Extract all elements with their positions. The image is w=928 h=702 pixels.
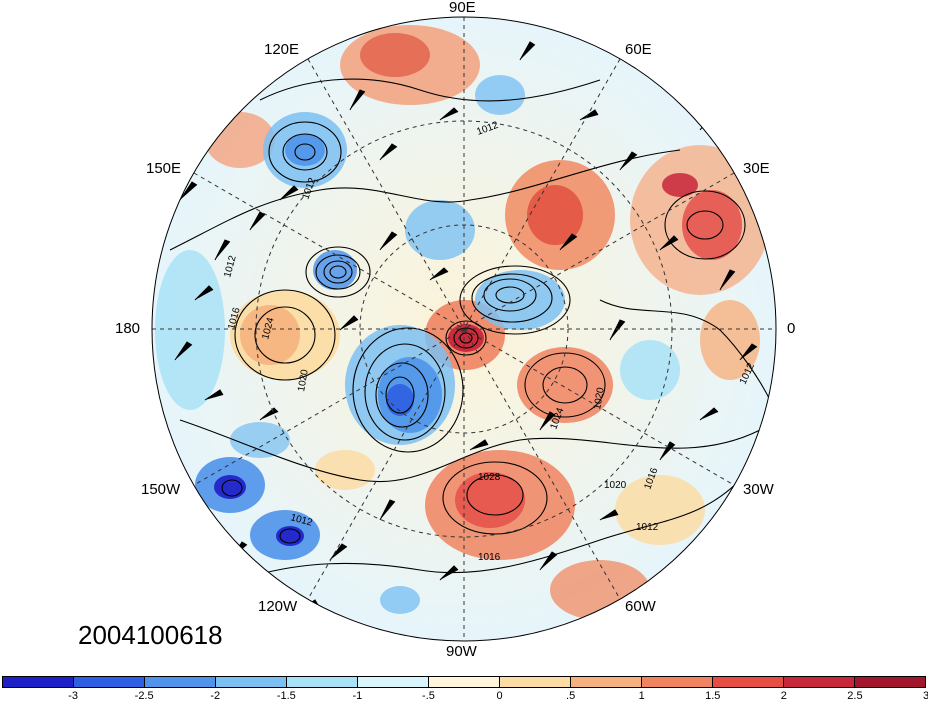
date-time-stamp: 2004100618: [78, 620, 223, 650]
cold-anomaly-core: [285, 134, 325, 166]
colorbar-tick-label: 2.5: [847, 690, 863, 702]
lon-label-60w: 60W: [625, 598, 656, 615]
colorbar-tick-label: 1: [638, 690, 645, 702]
colorbar-tick-label: -3: [68, 690, 78, 702]
colorbar-segment: [358, 677, 429, 687]
lon-label-150w: 150W: [141, 481, 181, 498]
contour-label: 1012: [636, 522, 659, 533]
cold-anomaly-patch: [475, 75, 525, 115]
colorbar-tick-label: 3: [922, 690, 928, 702]
cold-anomaly-patch: [405, 200, 475, 260]
colorbar-tick-label: -1: [352, 690, 363, 702]
wind-barbs: [174, 41, 758, 621]
lon-label-0: 0: [787, 320, 796, 337]
lon-label-150e: 150E: [146, 160, 182, 177]
pressure-contours: [169, 78, 771, 581]
colorbar-tick-label: -2.5: [134, 690, 154, 702]
colorbar-tick-label: 1.5: [705, 690, 721, 702]
colorbar-segment: [216, 677, 287, 687]
warm-anomaly-patch: [240, 305, 300, 365]
lon-label-180: 180: [115, 320, 141, 337]
colorbar-segment: [855, 677, 925, 687]
colorbar-segment: [287, 677, 358, 687]
contour-label: 1016: [478, 552, 501, 563]
graticule: [152, 17, 776, 641]
warm-anomaly-core: [682, 190, 742, 260]
lon-label-90w: 90W: [446, 643, 477, 660]
contour-label: 1020: [592, 386, 607, 410]
colorbar-segment: [145, 677, 216, 687]
warm-anomaly-patch: [517, 347, 613, 423]
lon-label-120w: 120W: [258, 598, 298, 615]
colorbar-tick-label: -1.5: [276, 690, 296, 702]
cold-anomaly-core: [386, 384, 414, 416]
colorbar-segment: [500, 677, 571, 687]
warm-anomaly-core: [662, 173, 698, 197]
map-disc: 1012 1012 1016 1024 1020 1012 1020 1024 …: [152, 17, 776, 641]
cold-anomaly-patch: [230, 422, 290, 458]
colorbar-segment: [429, 677, 500, 687]
latitude-circle: [359, 224, 569, 434]
lon-label-30w: 30W: [743, 481, 774, 498]
lon-label-90e: 90E: [449, 0, 476, 16]
cold-anomaly-patch: [380, 586, 420, 614]
colorbar-segment: [74, 677, 145, 687]
colorbar-tick-label: 0: [496, 690, 503, 702]
colorbar-segment: [3, 677, 74, 687]
latitude-circle: [255, 120, 673, 538]
colorbar-segment: [571, 677, 642, 687]
lon-label-60e: 60E: [625, 41, 652, 58]
warm-anomaly-core: [527, 185, 583, 245]
lon-label-120e: 120E: [264, 41, 300, 58]
cold-anomaly-core: [313, 250, 357, 290]
lon-label-30e: 30E: [743, 160, 770, 177]
map-border: [151, 16, 777, 642]
contour-label: 1028: [478, 472, 501, 483]
colorbar-segment: [642, 677, 713, 687]
colorbar-segment: [713, 677, 784, 687]
colorbar-tick-label: -.5: [422, 690, 435, 702]
cold-anomaly-patch: [155, 250, 225, 410]
cold-anomaly-patch: [620, 340, 680, 400]
contour-label: 1020: [296, 368, 311, 392]
warm-anomaly-core: [360, 33, 430, 77]
colorbar-segment: [784, 677, 855, 687]
warm-anomaly-patch: [315, 450, 375, 490]
colorbar: [2, 676, 926, 688]
warm-anomaly-core: [455, 472, 525, 528]
warm-anomaly-patch: [615, 475, 705, 545]
colorbar-tick-label: 2: [780, 690, 787, 702]
colorbar-tick-label: -2: [210, 690, 221, 702]
colorbar-tick-label: .5: [566, 690, 576, 702]
contour-label: 1020: [604, 480, 627, 491]
